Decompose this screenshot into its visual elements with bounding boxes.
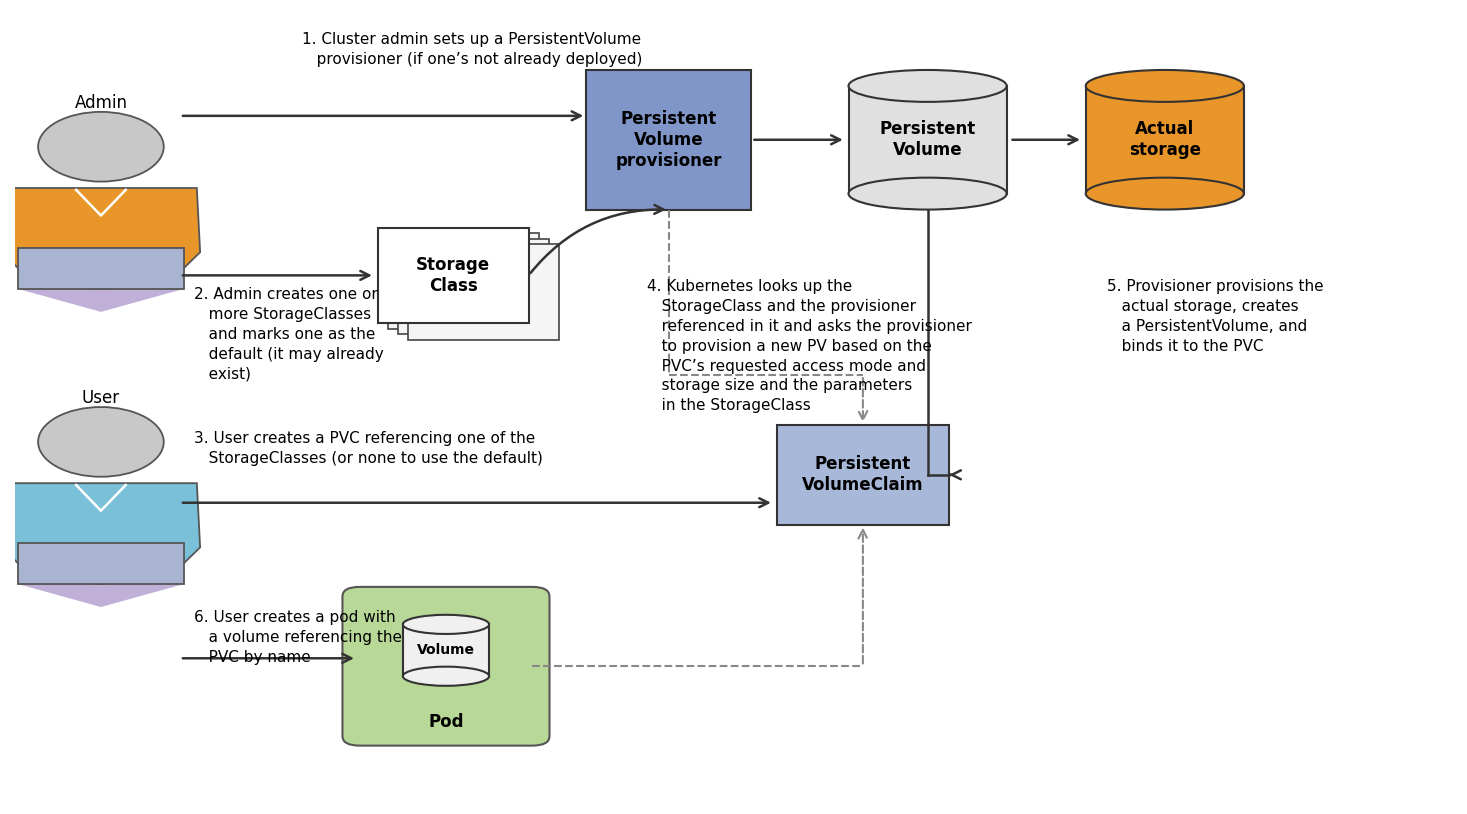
Ellipse shape [1086,177,1244,209]
FancyArrowPatch shape [531,205,663,274]
Ellipse shape [403,615,489,634]
Ellipse shape [403,667,489,686]
FancyBboxPatch shape [377,228,528,323]
FancyBboxPatch shape [387,233,538,329]
Ellipse shape [1086,70,1244,102]
Text: 6. User creates a pod with
   a volume referencing the
   PVC by name: 6. User creates a pod with a volume refe… [194,610,402,665]
Ellipse shape [848,70,1006,102]
FancyBboxPatch shape [398,239,549,335]
Text: 3. User creates a PVC referencing one of the
   StorageClasses (or none to use t: 3. User creates a PVC referencing one of… [194,431,543,466]
Ellipse shape [848,177,1006,209]
Text: 5. Provisioner provisions the
   actual storage, creates
   a PersistentVolume, : 5. Provisioner provisions the actual sto… [1108,279,1323,354]
Circle shape [38,112,164,182]
FancyBboxPatch shape [408,244,559,340]
Text: 1. Cluster admin sets up a PersistentVolume
   provisioner (if one’s not already: 1. Cluster admin sets up a PersistentVol… [302,32,643,67]
Polygon shape [1,484,200,584]
Circle shape [38,407,164,477]
Bar [18,543,183,584]
Bar [1086,86,1244,194]
Text: 4. Kubernetes looks up the
   StorageClass and the provisioner
   referenced in : 4. Kubernetes looks up the StorageClass … [647,279,973,414]
Polygon shape [18,584,183,607]
FancyBboxPatch shape [587,70,751,209]
Bar [848,86,1006,194]
Text: Volume: Volume [417,643,475,657]
Text: Persistent
VolumeClaim: Persistent VolumeClaim [802,455,924,494]
Text: Storage
Class: Storage Class [417,256,490,295]
Text: Actual
storage: Actual storage [1128,120,1201,160]
FancyBboxPatch shape [776,425,949,525]
Bar [403,624,489,676]
Bar [18,247,183,289]
Text: Admin: Admin [75,94,128,112]
Text: Persistent
Volume: Persistent Volume [879,120,976,160]
Text: Persistent
Volume
provisioner: Persistent Volume provisioner [616,110,722,169]
Polygon shape [1,188,200,289]
Polygon shape [18,289,183,312]
Text: Pod: Pod [428,713,464,731]
Text: 2. Admin creates one or
   more StorageClasses
   and marks one as the
   defaul: 2. Admin creates one or more StorageClas… [194,287,384,382]
FancyBboxPatch shape [342,587,550,746]
Text: User: User [82,389,120,407]
